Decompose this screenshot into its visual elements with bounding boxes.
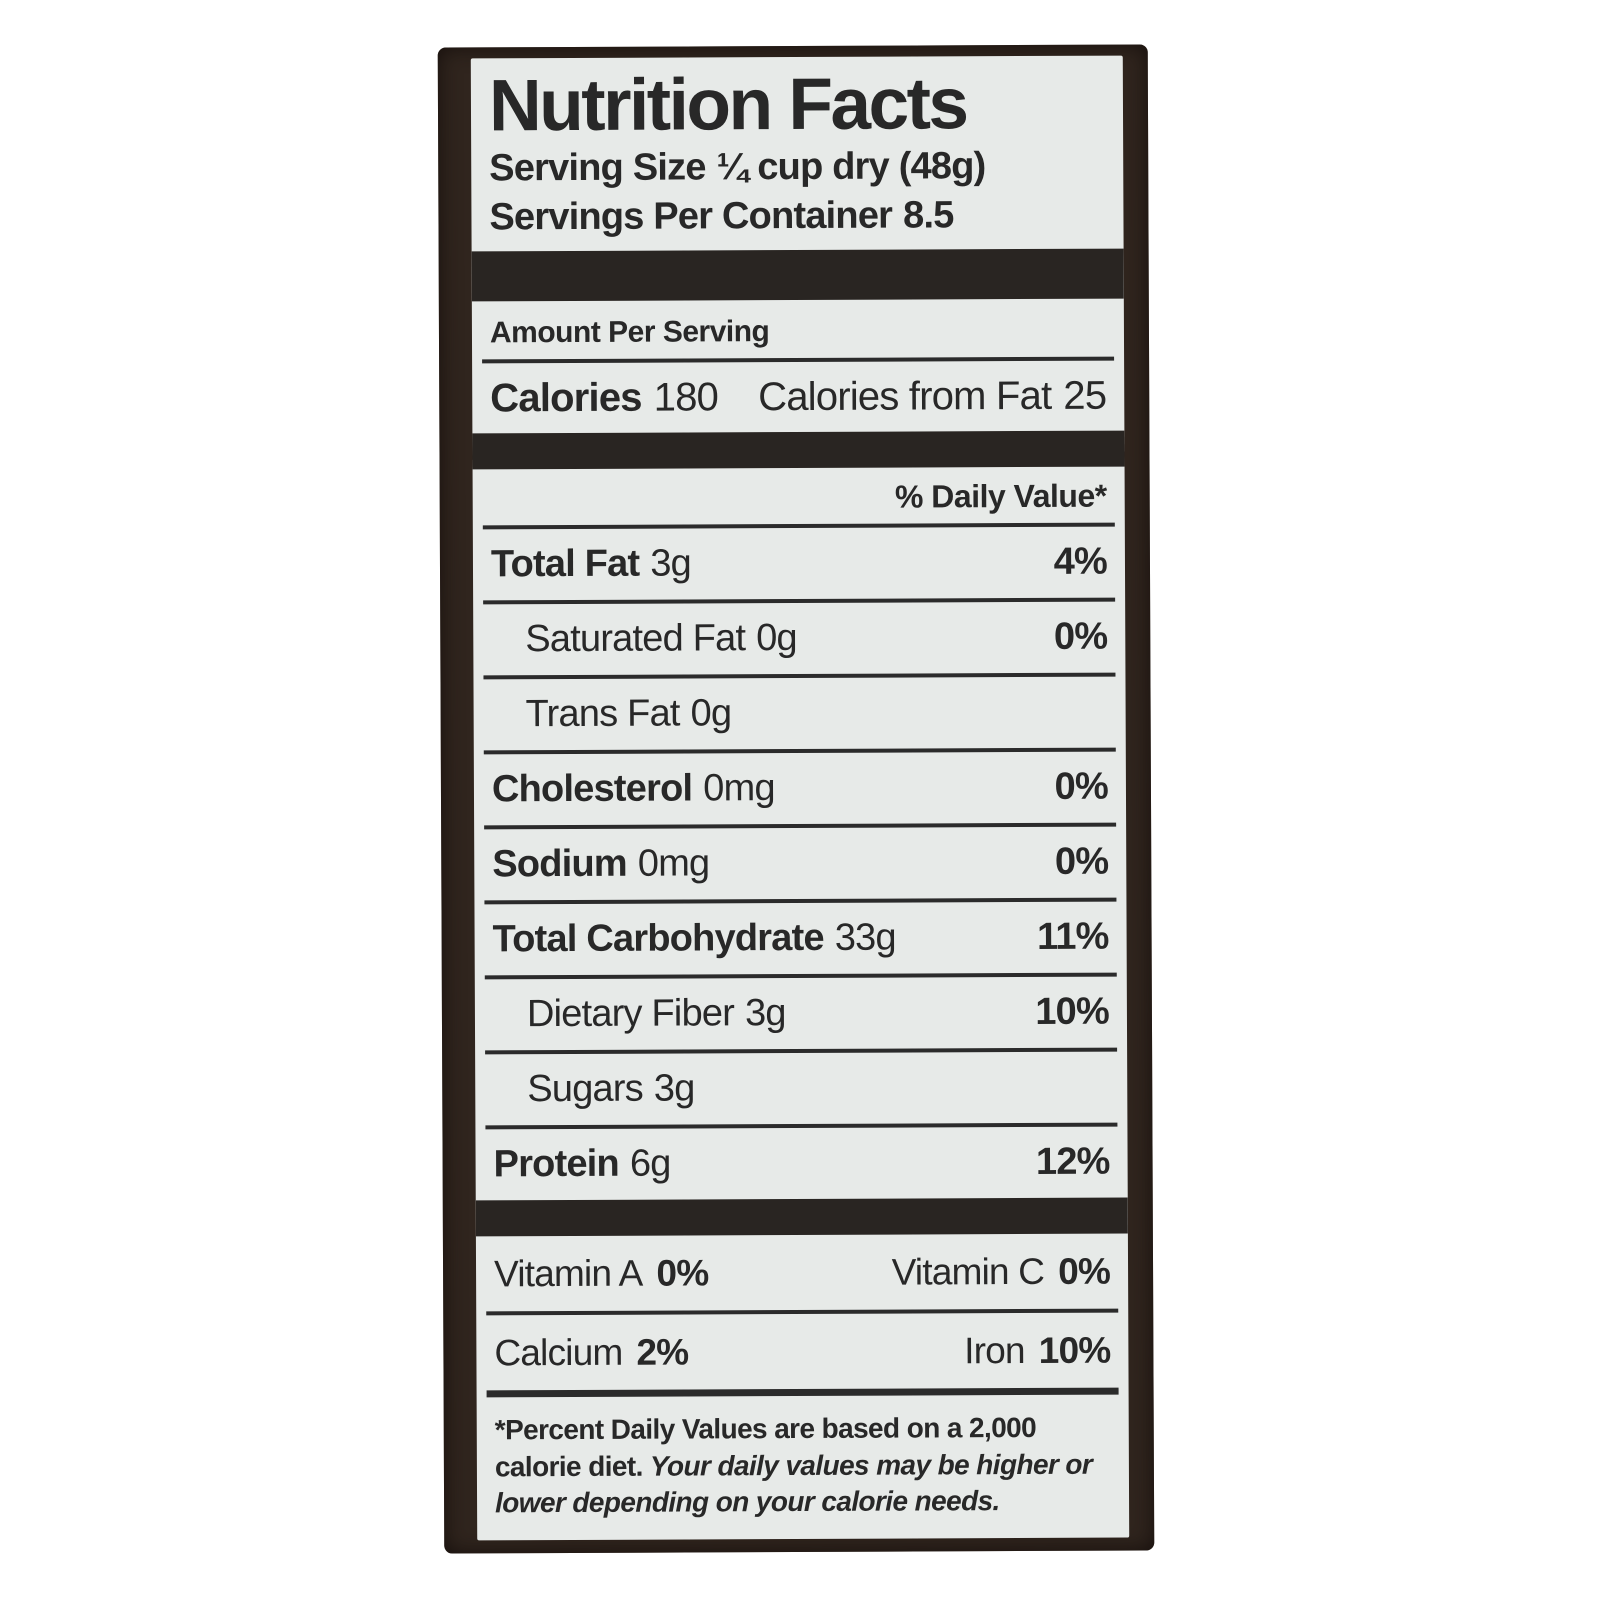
serving-size-line: Serving Size ¼ cup dry (48g) (471, 141, 1123, 192)
nutrient-name-cell: Trans Fat 0g (525, 692, 732, 736)
nutrient-name-cell: Total Fat 3g (490, 542, 692, 586)
daily-value-cell: 0% (1054, 840, 1109, 884)
nutrient-row-saturated-fat: Saturated Fat 0g 0% (473, 602, 1125, 676)
vitamin-a-cell: Vitamin A 0% (493, 1252, 709, 1295)
daily-value-cell: 0% (1054, 765, 1109, 809)
daily-value-heading: % Daily Value* (894, 477, 1107, 515)
daily-value-cell: 12% (1035, 1140, 1110, 1184)
calories-value: 180 (653, 375, 719, 420)
separator-bar (475, 1197, 1128, 1237)
calories-from-fat-cell: Calories from Fat 25 (758, 374, 1106, 421)
calories-label: Calories (490, 375, 642, 421)
nutrition-facts-label: Nutrition Facts Serving Size ¼ cup dry (4… (470, 55, 1130, 1541)
daily-value-cell: 4% (1053, 540, 1108, 584)
daily-value-cell: 0% (1053, 615, 1108, 659)
nutrient-name-cell: Cholesterol 0mg (491, 767, 775, 811)
nutrient-name-cell: Saturated Fat 0g (525, 617, 797, 661)
calories-from-fat-label: Calories from Fat (758, 374, 1052, 420)
servings-per-container-value: 8.5 (903, 193, 954, 237)
separator-bar (471, 248, 1124, 302)
vitamin-row-a-c: Vitamin A 0% Vitamin C 0% (476, 1234, 1128, 1312)
separator-bar (472, 430, 1125, 470)
nutrient-name-cell: Total Carbohydrate 33g (492, 916, 896, 961)
nutrient-row-sodium: Sodium 0mg 0% (474, 827, 1126, 901)
nutrient-row-dietary-fiber: Dietary Fiber 3g 10% (475, 977, 1127, 1051)
calories-row: Calories 180 Calories from Fat 25 (472, 361, 1124, 434)
servings-per-container-label: Servings Per Container (489, 194, 893, 238)
calories-from-fat-value: 25 (1063, 373, 1107, 418)
nutrient-row-total-fat: Total Fat 3g 4% (473, 527, 1125, 601)
serving-size-value: ¼ cup dry (48g) (716, 145, 986, 189)
nutrient-row-protein: Protein 6g 12% (475, 1127, 1127, 1201)
footnote: *Percent Daily Values are based on a 2,0… (477, 1395, 1130, 1522)
nutrient-row-total-carbohydrate: Total Carbohydrate 33g 11% (474, 902, 1126, 976)
label-title: Nutrition Facts (488, 63, 967, 147)
calories-cell: Calories 180 (490, 375, 718, 421)
nutrient-name-cell: Sodium 0mg (492, 842, 710, 886)
iron-cell: Iron 10% (964, 1329, 1111, 1372)
package-surface: Nutrition Facts Serving Size ¼ cup dry (4… (437, 44, 1155, 1554)
nutrient-row-cholesterol: Cholesterol 0mg 0% (474, 752, 1126, 826)
nutrient-name-cell: Protein 6g (493, 1142, 671, 1186)
nutrient-name-cell: Sugars 3g (527, 1067, 695, 1111)
nutrient-row-sugars: Sugars 3g (475, 1052, 1127, 1126)
servings-per-container-line: Servings Per Container 8.5 (471, 190, 1123, 241)
daily-value-cell: 10% (1035, 990, 1110, 1034)
calcium-cell: Calcium 2% (494, 1331, 689, 1374)
serving-size-label: Serving Size (489, 146, 706, 190)
vitamin-row-calcium-iron: Calcium 2% Iron 10% (476, 1313, 1128, 1391)
nutrient-name-cell: Dietary Fiber 3g (526, 992, 786, 1036)
daily-value-cell: 11% (1036, 915, 1109, 959)
nutrient-row-trans-fat: Trans Fat 0g (473, 677, 1125, 751)
vitamin-c-cell: Vitamin C 0% (891, 1250, 1111, 1293)
amount-per-serving-heading: Amount Per Serving (489, 315, 770, 350)
